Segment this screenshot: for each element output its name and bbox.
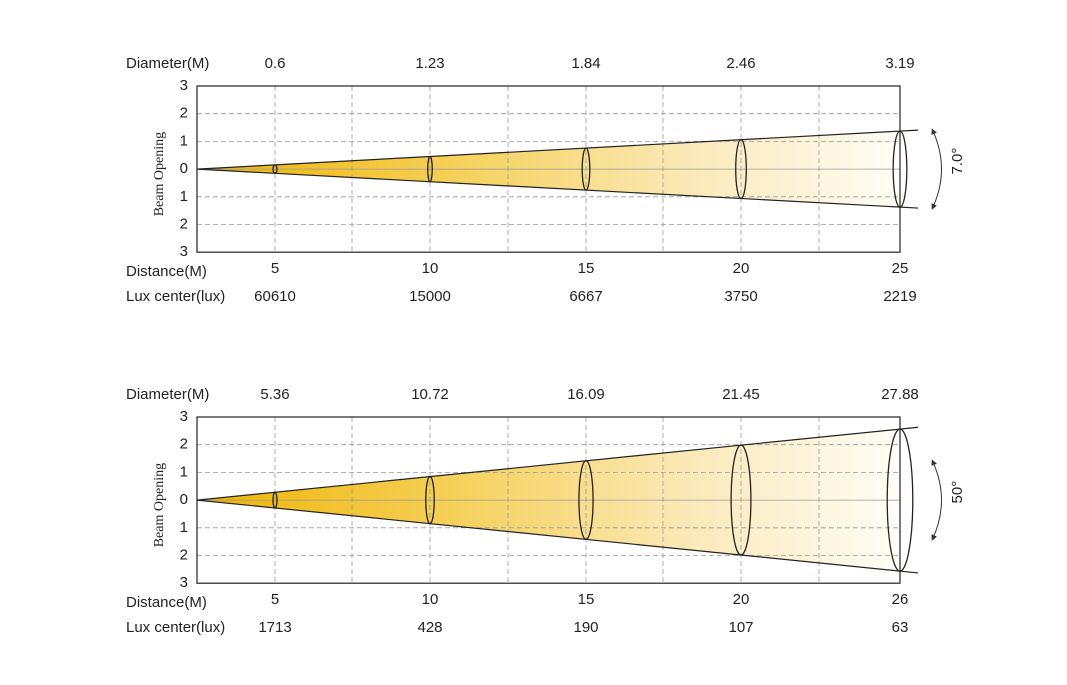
y-label: 2: [180, 215, 188, 232]
beam-section: [272, 164, 278, 174]
beam-angle: 7.0°: [949, 148, 966, 175]
lux-value: 428: [417, 619, 442, 636]
beam-section: [425, 475, 435, 525]
y-label: 2: [180, 436, 188, 453]
lux-value: 6667: [569, 288, 602, 305]
distance-value: 5: [271, 591, 279, 608]
lux-value: 107: [728, 619, 753, 636]
lux-label: Lux center(lux): [126, 288, 225, 305]
y-title: Beam Opening: [152, 463, 167, 547]
diameter-value: 2.46: [726, 55, 755, 72]
y-label: 0: [180, 160, 188, 177]
y-label: 1: [180, 463, 188, 480]
lux-value: 15000: [409, 288, 451, 305]
diameter-value: 10.72: [411, 386, 449, 403]
y-label: 2: [180, 546, 188, 563]
lux-value: 63: [892, 619, 909, 636]
distance-label: Distance(M): [126, 263, 207, 280]
beam-edge: [196, 129, 919, 170]
diameter-value: 27.88: [881, 386, 919, 403]
lux-label: Lux center(lux): [126, 619, 225, 636]
beam-section: [892, 130, 908, 208]
y-label: 3: [180, 408, 188, 425]
beam-edge: [196, 499, 919, 574]
diameter-value: 1.23: [415, 55, 444, 72]
lux-value: 2219: [883, 288, 916, 305]
distance-value: 10: [422, 260, 439, 277]
diameter-value: 1.84: [571, 55, 600, 72]
y-title: Beam Opening: [152, 132, 167, 216]
distance-value: 25: [892, 260, 909, 277]
distance-value: 20: [733, 260, 750, 277]
angle-arc: [931, 459, 942, 541]
beam-edge: [196, 426, 919, 501]
lux-value: 60610: [254, 288, 296, 305]
distance-value: 10: [422, 591, 439, 608]
beam-section: [578, 460, 594, 541]
beam-section: [730, 444, 752, 556]
lux-value: 1713: [258, 619, 291, 636]
beam-section: [886, 428, 914, 572]
distance-value: 5: [271, 260, 279, 277]
beam-section: [735, 139, 747, 200]
diameter-value: 3.19: [885, 55, 914, 72]
beam-edge: [196, 168, 919, 209]
distance-label: Distance(M): [126, 594, 207, 611]
beam-section: [427, 155, 433, 183]
y-label: 0: [180, 491, 188, 508]
diameter-value: 16.09: [567, 386, 605, 403]
y-label: 3: [180, 77, 188, 94]
y-label: 3: [180, 574, 188, 591]
diameter-label: Diameter(M): [126, 55, 209, 72]
y-label: 1: [180, 519, 188, 536]
diameter-value: 0.6: [265, 55, 286, 72]
distance-value: 15: [578, 260, 595, 277]
diameter-value: 21.45: [722, 386, 760, 403]
distance-value: 20: [733, 591, 750, 608]
y-label: 1: [180, 132, 188, 149]
y-label: 1: [180, 188, 188, 205]
beam-section: [272, 491, 278, 509]
distance-value: 15: [578, 591, 595, 608]
y-label: 2: [180, 105, 188, 122]
diameter-label: Diameter(M): [126, 386, 209, 403]
lux-value: 3750: [724, 288, 757, 305]
y-label: 3: [180, 243, 188, 260]
lux-value: 190: [573, 619, 598, 636]
beam-angle: 50°: [949, 481, 966, 504]
beam-section: [581, 147, 591, 191]
distance-value: 26: [892, 591, 909, 608]
angle-arc: [931, 128, 942, 210]
diameter-value: 5.36: [260, 386, 289, 403]
